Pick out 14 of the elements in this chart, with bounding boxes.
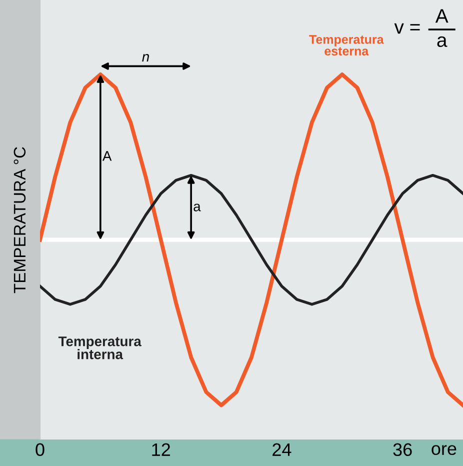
x-axis-title: ore xyxy=(432,445,456,456)
text: a xyxy=(437,36,448,48)
annotation: A xyxy=(102,151,112,161)
x-tick-label: 12 xyxy=(152,443,170,456)
text: A xyxy=(435,9,448,23)
text: Temperatura esterna xyxy=(309,35,384,56)
text: v = xyxy=(394,23,420,34)
text: Temperatura interna xyxy=(58,336,142,360)
text: n xyxy=(142,54,149,62)
x-tick-label: 24 xyxy=(272,443,292,456)
x-tick-label: 36 xyxy=(393,443,412,456)
x-tick-label: 0 xyxy=(36,443,44,456)
annotation: a xyxy=(194,204,201,212)
y-axis-title: TEMPERATURA °C xyxy=(14,147,26,294)
